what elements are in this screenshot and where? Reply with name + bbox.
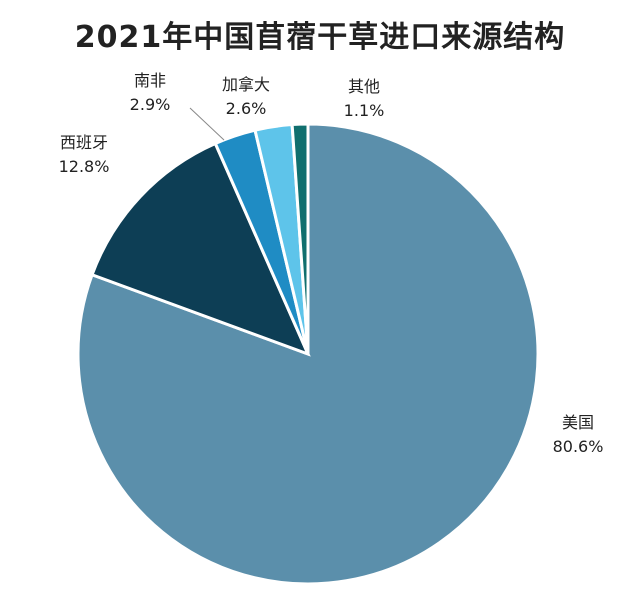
pie-slice-1 <box>90 141 311 357</box>
slice-label-2: 南非 <box>134 71 166 90</box>
leader-line <box>189 107 225 141</box>
slice-value-2: 2.9% <box>130 95 171 114</box>
slice-value-1: 12.8% <box>59 157 110 176</box>
slice-label-3: 加拿大 <box>222 75 270 94</box>
slice-value-3: 2.6% <box>226 99 267 118</box>
slice-value-4: 1.1% <box>344 101 385 120</box>
slice-value-0: 80.6% <box>553 437 604 456</box>
pie-slice-4 <box>290 122 310 355</box>
slice-label-1: 西班牙 <box>60 133 108 152</box>
slice-label-4: 其他 <box>348 77 380 96</box>
chart-title: 2021年中国苜蓿干草进口来源结构 <box>74 20 566 55</box>
slice-label-0: 美国 <box>562 413 594 432</box>
